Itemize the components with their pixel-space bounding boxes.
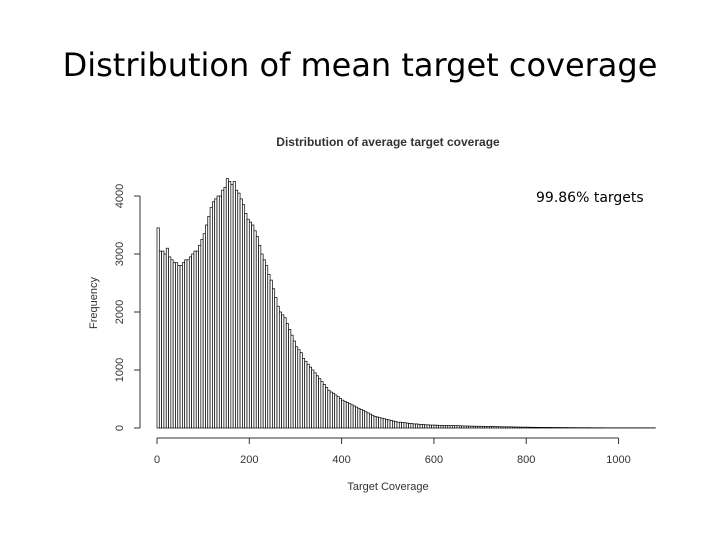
x-tick-label: 400 bbox=[332, 454, 350, 466]
y-tick-label: 4000 bbox=[114, 184, 126, 208]
x-tick-label: 0 bbox=[154, 454, 160, 466]
slide-title: Distribution of mean target coverage bbox=[62, 46, 658, 84]
chart-title: Distribution of average target coverage bbox=[276, 135, 500, 149]
x-tick-label: 1000 bbox=[606, 454, 630, 466]
x-tick-label: 600 bbox=[425, 454, 443, 466]
x-tick-label: 800 bbox=[517, 454, 535, 466]
y-tick-label: 3000 bbox=[114, 242, 126, 266]
coverage-annotation: 99.86% targets bbox=[536, 190, 644, 206]
x-axis: 0 200 400 600 800 1000 bbox=[154, 437, 631, 466]
histogram-bars bbox=[156, 178, 656, 429]
x-tick-label: 200 bbox=[240, 454, 258, 466]
y-axis: 0 1000 2000 3000 4000 bbox=[114, 184, 141, 431]
y-tick-label: 1000 bbox=[114, 358, 126, 382]
x-axis-label: Target Coverage bbox=[347, 481, 428, 493]
y-tick-label: 2000 bbox=[114, 300, 126, 324]
y-axis-label: Frequency bbox=[88, 277, 100, 329]
y-tick-label: 0 bbox=[114, 425, 126, 431]
